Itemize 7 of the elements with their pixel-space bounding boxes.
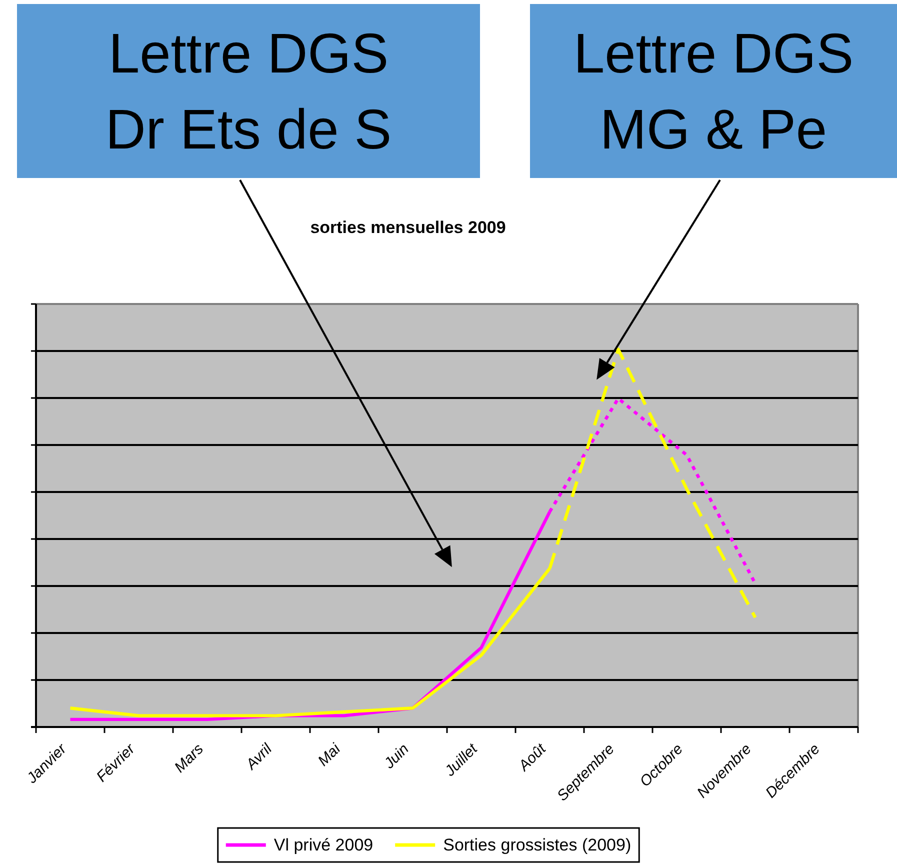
x-tick-label: Mai (314, 740, 344, 770)
legend-label: Sorties grossistes (2009) (443, 836, 632, 854)
text: Lettre DGS MG & Pe (573, 22, 854, 160)
x-tick-label: Juin (380, 740, 412, 773)
text: Lettre DGS Dr Ets de S (105, 22, 392, 160)
chart-title: sorties mensuelles 2009 (310, 218, 506, 237)
legend-label: Vl privé 2009 (274, 836, 374, 854)
